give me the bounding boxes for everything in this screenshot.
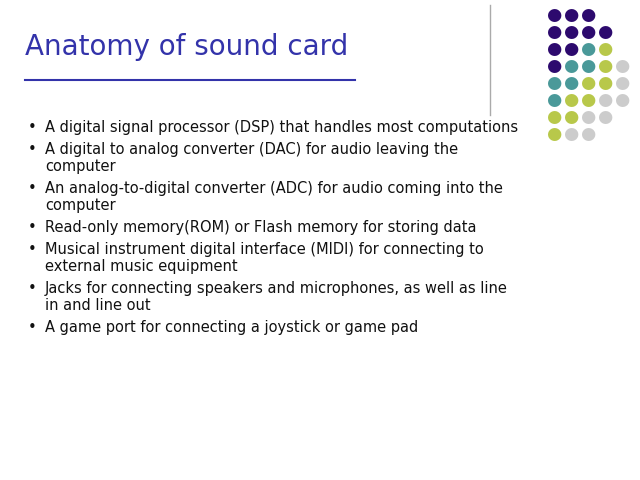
Text: ●: ●	[547, 125, 563, 143]
Text: ●: ●	[581, 74, 596, 92]
Text: in and line out: in and line out	[45, 298, 150, 313]
Text: An analog-to-digital converter (ADC) for audio coming into the: An analog-to-digital converter (ADC) for…	[45, 181, 503, 196]
Text: •: •	[28, 220, 37, 235]
Text: ●: ●	[598, 91, 614, 109]
Text: Read-only memory(ROM) or Flash memory for storing data: Read-only memory(ROM) or Flash memory fo…	[45, 220, 477, 235]
Text: ●: ●	[598, 40, 614, 58]
Text: ●: ●	[564, 57, 580, 75]
Text: ●: ●	[547, 74, 563, 92]
Text: computer: computer	[45, 159, 116, 174]
Text: ●: ●	[581, 108, 596, 126]
Text: ●: ●	[547, 57, 563, 75]
Text: ●: ●	[581, 125, 596, 143]
Text: ●: ●	[616, 91, 630, 109]
Text: ●: ●	[547, 40, 563, 58]
Text: ●: ●	[564, 108, 580, 126]
Text: ●: ●	[581, 40, 596, 58]
Text: Jacks for connecting speakers and microphones, as well as line: Jacks for connecting speakers and microp…	[45, 281, 508, 296]
Text: ●: ●	[598, 57, 614, 75]
Text: •: •	[28, 120, 37, 135]
Text: ●: ●	[581, 57, 596, 75]
Text: ●: ●	[581, 6, 596, 24]
Text: Musical instrument digital interface (MIDI) for connecting to: Musical instrument digital interface (MI…	[45, 242, 484, 257]
Text: ●: ●	[564, 74, 580, 92]
Text: •: •	[28, 181, 37, 196]
Text: external music equipment: external music equipment	[45, 259, 237, 274]
Text: •: •	[28, 242, 37, 257]
Text: ●: ●	[564, 125, 580, 143]
Text: Anatomy of sound card: Anatomy of sound card	[25, 33, 348, 61]
Text: ●: ●	[547, 91, 563, 109]
Text: ●: ●	[616, 57, 630, 75]
Text: ●: ●	[547, 108, 563, 126]
Text: •: •	[28, 142, 37, 157]
Text: ●: ●	[564, 40, 580, 58]
Text: ●: ●	[581, 91, 596, 109]
Text: ●: ●	[564, 23, 580, 41]
Text: A digital signal processor (DSP) that handles most computations: A digital signal processor (DSP) that ha…	[45, 120, 518, 135]
Text: A digital to analog converter (DAC) for audio leaving the: A digital to analog converter (DAC) for …	[45, 142, 458, 157]
Text: ●: ●	[598, 23, 614, 41]
Text: ●: ●	[564, 91, 580, 109]
Text: ●: ●	[598, 74, 614, 92]
Text: computer: computer	[45, 198, 116, 213]
Text: A game port for connecting a joystick or game pad: A game port for connecting a joystick or…	[45, 320, 419, 335]
Text: •: •	[28, 281, 37, 296]
Text: •: •	[28, 320, 37, 335]
Text: ●: ●	[581, 23, 596, 41]
Text: ●: ●	[616, 74, 630, 92]
Text: ●: ●	[547, 23, 563, 41]
Text: ●: ●	[564, 6, 580, 24]
Text: ●: ●	[598, 108, 614, 126]
Text: ●: ●	[547, 6, 563, 24]
